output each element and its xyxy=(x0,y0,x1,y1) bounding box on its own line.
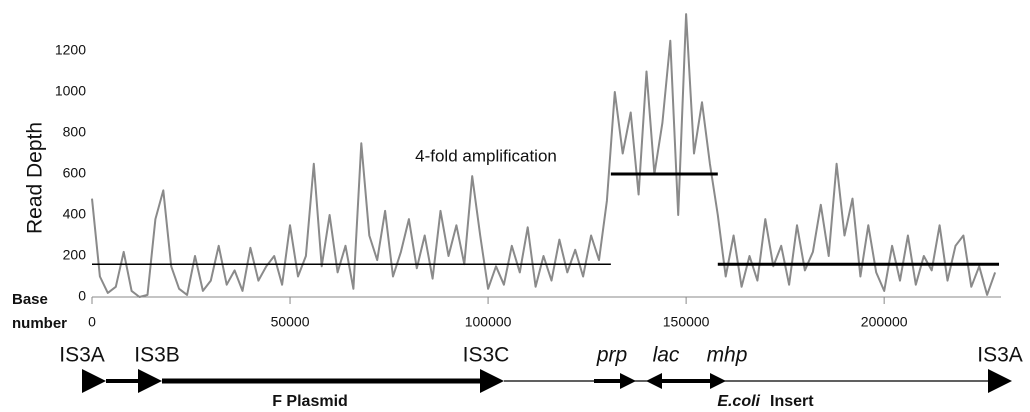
y-tick-label: 1000 xyxy=(55,83,86,99)
gene-head xyxy=(710,373,726,389)
region-label: E.coli xyxy=(717,393,760,410)
y-tick-label: 600 xyxy=(63,165,87,181)
map-label: mhp xyxy=(707,344,748,367)
x-tick-label: 50000 xyxy=(271,314,310,330)
x-axis-label: Base xyxy=(12,291,48,308)
map-label: IS3B xyxy=(134,344,180,367)
x-tick-label: 100000 xyxy=(465,314,512,330)
y-tick-label: 200 xyxy=(63,247,87,263)
y-tick-label: 0 xyxy=(78,288,86,304)
region-label: F Plasmid xyxy=(272,393,348,410)
y-tick-label: 400 xyxy=(63,206,87,222)
annotation: 4-fold amplification xyxy=(415,146,557,165)
data-line xyxy=(91,13,997,298)
map-label: IS3A xyxy=(59,344,105,367)
is-element xyxy=(480,369,504,393)
region-label: Insert xyxy=(770,393,814,410)
x-tick-label: 150000 xyxy=(663,314,710,330)
gene-head xyxy=(620,373,636,389)
is-element xyxy=(988,369,1012,393)
is-element xyxy=(138,369,162,393)
x-axis-label: number xyxy=(12,315,67,332)
x-tick-label: 200000 xyxy=(861,314,908,330)
genome-map xyxy=(82,369,1012,393)
map-label: IS3A xyxy=(977,344,1023,367)
y-axis-label: Read Depth xyxy=(24,122,47,234)
x-tick-label: 0 xyxy=(88,314,96,330)
y-tick-label: 800 xyxy=(63,124,87,140)
is-element xyxy=(82,369,106,393)
gene-head xyxy=(646,373,662,389)
y-tick-label: 1200 xyxy=(55,42,86,58)
map-label: prp xyxy=(596,344,627,367)
map-label: IS3C xyxy=(463,344,510,367)
map-label: lac xyxy=(653,344,680,367)
